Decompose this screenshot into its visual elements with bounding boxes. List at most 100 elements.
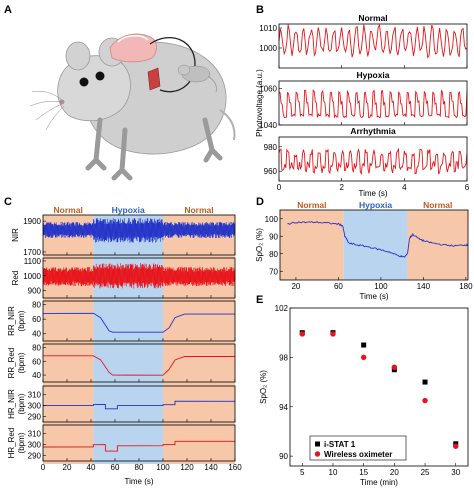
panel-e-point-oximeter bbox=[330, 331, 336, 337]
panel-b-plot-frame bbox=[278, 23, 468, 69]
panel-b-series-line bbox=[278, 147, 468, 176]
panel-letter-b: B bbox=[256, 4, 264, 16]
panel-c-y-tick-label: 80 bbox=[32, 301, 41, 310]
panel-c-y-tick-label: 60 bbox=[32, 357, 41, 366]
oximeter-wire bbox=[149, 36, 196, 93]
panel-c-y-tick-label: 1700 bbox=[23, 248, 41, 257]
panel-c-signal-nir bbox=[42, 218, 236, 243]
panel-e-y-tick-label: 98 bbox=[279, 353, 288, 362]
panel-c-signal-red bbox=[42, 263, 236, 289]
panel-d-spo2-line bbox=[287, 221, 469, 258]
panel-c-ylabel: HR_Red bbox=[7, 428, 16, 459]
panel-c-xlabel: Time (s) bbox=[124, 477, 153, 486]
panel-b-x-tick-label: 0 bbox=[277, 183, 282, 192]
panel-e-y-tick-label: 90 bbox=[279, 452, 288, 461]
mouse-ear-left bbox=[65, 41, 91, 71]
mouse-leg-hind bbox=[202, 117, 223, 163]
panel-c-y-tick-label: 310 bbox=[28, 430, 42, 439]
panel-e-y-tick-label: 94 bbox=[279, 403, 288, 412]
mouse-head bbox=[57, 55, 131, 122]
panel-e-point-istat bbox=[422, 379, 428, 385]
panel-e-legend-marker bbox=[315, 441, 320, 447]
panel-c-region-hypoxia bbox=[93, 215, 163, 464]
panel-c-x-tick-label: 40 bbox=[87, 463, 96, 472]
mouse-leg-front bbox=[85, 117, 107, 171]
panel-c-y-tick-label: 310 bbox=[28, 391, 42, 400]
panel-e-xlabel: Time (min) bbox=[360, 478, 398, 487]
mouse-eye-left bbox=[79, 77, 89, 87]
panel-d-y-tick-label: 90 bbox=[269, 232, 278, 241]
panel-c-y-tick-label: 1100 bbox=[24, 257, 42, 266]
mouse-eye-right bbox=[95, 71, 105, 81]
panel-c-rate-line bbox=[43, 400, 236, 410]
mouse-tail bbox=[219, 109, 236, 141]
panel-b-x-tick-label: 6 bbox=[465, 183, 470, 192]
panel-b-x-tick-label: 2 bbox=[339, 183, 344, 192]
panel-e-point-oximeter bbox=[453, 443, 459, 449]
panel-b-y-tick-label: 1060 bbox=[259, 84, 277, 93]
oximeter-device-top bbox=[117, 35, 149, 43]
panel-d-y-tick-label: 80 bbox=[269, 250, 278, 259]
panel-e-legend bbox=[309, 435, 407, 461]
panel-e-point-oximeter bbox=[360, 354, 367, 361]
panel-b-plot-frame bbox=[278, 136, 468, 182]
panel-d-ylabel: SpO₂ (%) bbox=[255, 228, 264, 262]
panel-c-x-tick-label: 100 bbox=[156, 463, 170, 472]
panel-c-ylabel-unit: (bpm) bbox=[17, 310, 26, 331]
panel-c-y-tick-label: 290 bbox=[28, 413, 42, 422]
mouse-whiskers bbox=[29, 91, 65, 131]
panel-c-ylabel-unit: (bpm) bbox=[17, 432, 26, 453]
panel-c-y-tick-label: 40 bbox=[32, 371, 41, 380]
panel-d-region-label: Normal bbox=[297, 200, 326, 210]
panel-c-x-tick-label: 80 bbox=[135, 463, 144, 472]
panel-c-y-tick-label: 300 bbox=[28, 402, 42, 411]
panel-e-x-tick-label: 20 bbox=[390, 468, 399, 477]
panel-c-x-tick-label: 20 bbox=[63, 463, 72, 472]
panel-c-region-label: Normal bbox=[184, 205, 213, 215]
panel-c-ylabel-unit: (bpm) bbox=[17, 393, 26, 414]
panel-c-region-normal bbox=[163, 215, 235, 464]
panel-b-subplot-title: Normal bbox=[358, 13, 387, 23]
panel-c-y-tick-label: 80 bbox=[32, 343, 41, 352]
panel-b-chart: Normal 1000 1010 Hypoxia 1040 1060 Arrhythmia 9… bbox=[255, 13, 470, 198]
panel-e-plot-frame bbox=[289, 307, 469, 467]
panel-b-y-tick-label: 980 bbox=[264, 143, 278, 152]
oximeter-device bbox=[109, 33, 157, 63]
panel-c-y-tick-label: 1000 bbox=[23, 272, 41, 281]
panel-e-ylabel: SpO₂ (%) bbox=[259, 370, 268, 404]
panel-e-point-oximeter bbox=[299, 331, 305, 337]
panel-c-ylabel: RR_Red bbox=[7, 348, 16, 379]
panel-c-x-tick-label: 0 bbox=[41, 463, 46, 472]
panel-c-ylabel: HR_NIR bbox=[7, 389, 16, 419]
panel-e-legend-marker bbox=[314, 451, 321, 457]
panel-e-point-istat bbox=[361, 342, 367, 348]
panel-b-series-line bbox=[278, 89, 468, 119]
panel-b-x-tick-label: 4 bbox=[402, 183, 407, 192]
panel-d-x-tick-label: 180 bbox=[459, 282, 473, 291]
inset-mouse bbox=[177, 64, 217, 93]
panel-c-ylabel-unit: (bpm) bbox=[17, 352, 26, 373]
panel-d-x-tick-label: 60 bbox=[334, 282, 343, 291]
panel-e-x-tick-label: 15 bbox=[359, 468, 368, 477]
panel-d-x-tick-label: 140 bbox=[417, 282, 431, 291]
panel-e-legend-label: Wireless oximeter bbox=[324, 450, 392, 459]
panel-e-y-tick-label: 102 bbox=[275, 304, 289, 313]
mouse-leg-front-2 bbox=[111, 127, 133, 181]
panel-d-plot-frame bbox=[279, 209, 469, 281]
panel-letter-d: D bbox=[256, 196, 264, 208]
panel-c-ylabel: RR_NIR bbox=[7, 306, 16, 336]
panel-d-region-label: Hypoxia bbox=[359, 200, 392, 210]
panel-c-rate-line bbox=[42, 312, 235, 333]
panel-d-xlabel: Time (s) bbox=[359, 292, 388, 301]
panel-letter-c: C bbox=[4, 196, 12, 208]
panel-a-illustration bbox=[22, 20, 236, 188]
panel-c-y-tick-label: 900 bbox=[28, 287, 42, 296]
panel-c-y-tick-label: 300 bbox=[28, 441, 42, 450]
panel-c-x-tick-label: 160 bbox=[228, 463, 242, 472]
panel-d-x-tick-label: 100 bbox=[374, 282, 388, 291]
panel-c-y-tick-label: 1900 bbox=[23, 217, 41, 226]
panel-b-plot-frame bbox=[278, 80, 468, 126]
panel-b-y-tick-label: 1040 bbox=[259, 121, 277, 130]
